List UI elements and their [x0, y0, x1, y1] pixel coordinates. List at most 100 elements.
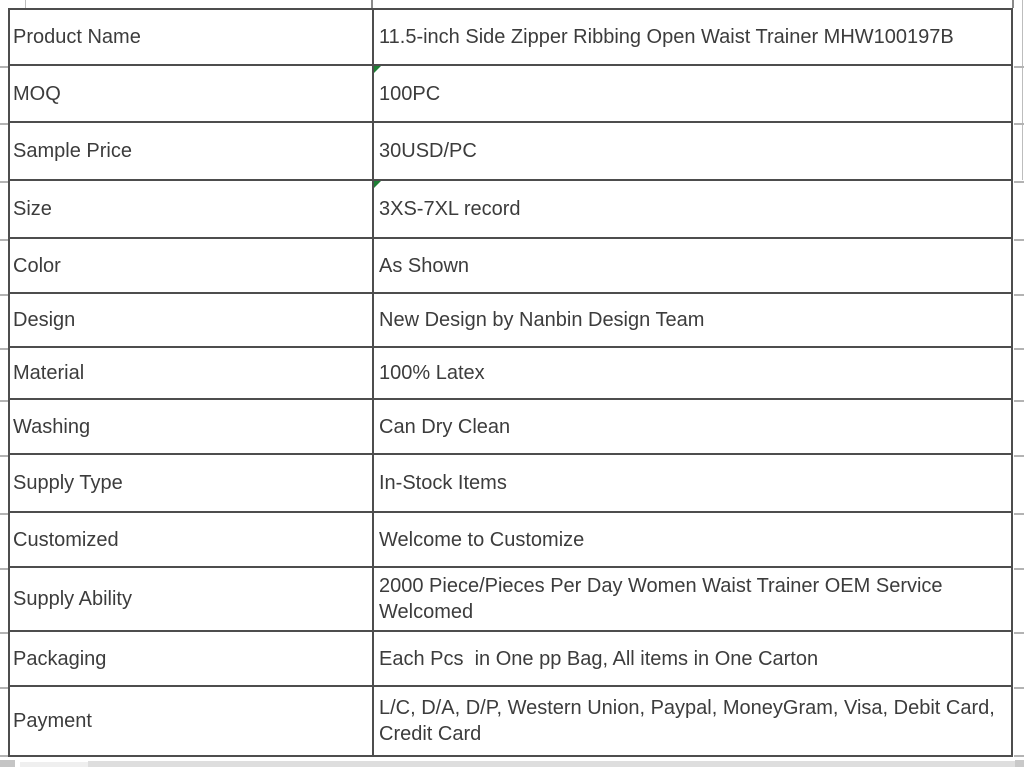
gridline-stub: [1022, 0, 1023, 180]
gridline-stub: [1012, 0, 1014, 8]
spec-value: Each Pcs in One pp Bag, All items in One…: [379, 647, 819, 670]
spec-value: 11.5-inch Side Zipper Ribbing Open Waist…: [379, 26, 954, 48]
bottom-edge-strip: [88, 761, 1024, 767]
spec-label: Size: [13, 198, 52, 220]
error-flag-icon: [374, 181, 381, 188]
gridline-stub: [0, 123, 8, 125]
spec-label-cell[interactable]: Supply Ability: [10, 568, 374, 630]
spec-row: Packaging Each Pcs in One pp Bag, All it…: [10, 632, 1011, 687]
spec-value: 100PC: [379, 82, 441, 105]
spec-value-cell[interactable]: 11.5-inch Side Zipper Ribbing Open Waist…: [374, 10, 1011, 64]
spec-row: Size 3XS-7XL record: [10, 181, 1011, 239]
spec-label: Design: [13, 309, 76, 331]
gridline-stub: [1014, 755, 1024, 757]
spec-rows: Product Name 11.5-inch Side Zipper Ribbi…: [10, 10, 1011, 755]
spec-row: Color As Shown: [10, 239, 1011, 294]
spec-value: Welcome to Customize: [379, 528, 585, 551]
gridline-stub: [371, 0, 373, 8]
gridline-stub: [0, 239, 8, 241]
spec-value-cell[interactable]: Can Dry Clean: [374, 400, 1011, 453]
spec-label-cell[interactable]: Product Name: [10, 10, 374, 64]
spec-label-cell[interactable]: Supply Type: [10, 455, 374, 511]
gridline-stub: [1014, 348, 1024, 350]
spec-label: Supply Ability: [13, 588, 132, 610]
gridline-stub: [0, 687, 8, 689]
spec-row: Customized Welcome to Customize: [10, 513, 1011, 568]
spec-value-cell[interactable]: 100% Latex: [374, 348, 1011, 398]
product-spec-table: Product Name 11.5-inch Side Zipper Ribbi…: [8, 8, 1013, 757]
spec-value: 100% Latex: [379, 362, 485, 384]
gridline-stub: [1014, 632, 1024, 634]
spec-value-cell[interactable]: L/C, D/A, D/P, Western Union, Paypal, Mo…: [374, 687, 1011, 755]
gridline-stub: [0, 66, 8, 68]
gridline-stub: [0, 348, 8, 350]
error-flag-icon: [374, 66, 381, 73]
gridline-stub: [0, 294, 8, 296]
spec-label-cell[interactable]: Material: [10, 348, 374, 398]
spec-label: Color: [13, 254, 61, 277]
gridline-stub: [1014, 400, 1024, 402]
spec-value-cell[interactable]: New Design by Nanbin Design Team: [374, 294, 1011, 346]
spec-value-cell[interactable]: 30USD/PC: [374, 123, 1011, 179]
spec-value-cell[interactable]: 100PC: [374, 66, 1011, 121]
scroll-corner-block: [1015, 760, 1024, 767]
spec-value-cell[interactable]: Welcome to Customize: [374, 513, 1011, 566]
gridline-stub: [0, 455, 8, 457]
spec-row: Design New Design by Nanbin Design Team: [10, 294, 1011, 348]
gridline-stub: [0, 755, 8, 757]
spec-value: L/C, D/A, D/P, Western Union, Paypal, Mo…: [379, 697, 1001, 745]
gridline-stub: [1014, 294, 1024, 296]
spec-value: Can Dry Clean: [379, 415, 511, 438]
spec-value-cell[interactable]: As Shown: [374, 239, 1011, 292]
spec-label: Payment: [13, 710, 92, 732]
spec-row: Product Name 11.5-inch Side Zipper Ribbi…: [10, 10, 1011, 66]
spec-value: New Design by Nanbin Design Team: [379, 309, 705, 331]
gridline-stub: [0, 632, 8, 634]
bottom-edge-strip: [20, 762, 88, 767]
spec-label: Sample Price: [13, 140, 132, 162]
spec-label: Material: [13, 362, 85, 384]
gridline-stub: [1014, 181, 1024, 183]
spec-label-cell[interactable]: Customized: [10, 513, 374, 566]
gridline-stub: [0, 400, 8, 402]
spec-row: Material 100% Latex: [10, 348, 1011, 400]
gridline-stub: [1014, 123, 1024, 125]
gridline-stub: [25, 0, 26, 8]
gridline-stub: [0, 513, 8, 515]
spec-row: Sample Price 30USD/PC: [10, 123, 1011, 181]
gridline-stub: [0, 568, 8, 570]
spec-label: MOQ: [13, 82, 61, 105]
gridline-stub: [1014, 455, 1024, 457]
spec-label-cell[interactable]: Packaging: [10, 632, 374, 685]
spec-row: Supply Ability 2000 Piece/Pieces Per Day…: [10, 568, 1011, 632]
spec-label-cell[interactable]: Washing: [10, 400, 374, 453]
gridline-stub: [1014, 66, 1024, 68]
spec-label-cell[interactable]: Color: [10, 239, 374, 292]
spec-label-cell[interactable]: MOQ: [10, 66, 374, 121]
spec-value: 30USD/PC: [379, 140, 477, 162]
spec-value-cell[interactable]: In-Stock Items: [374, 455, 1011, 511]
spec-value: As Shown: [379, 254, 470, 277]
spec-value-cell[interactable]: 3XS-7XL record: [374, 181, 1011, 237]
spec-label-cell[interactable]: Size: [10, 181, 374, 237]
spec-value-cell[interactable]: 2000 Piece/Pieces Per Day Women Waist Tr…: [374, 568, 1011, 630]
gridline-stub: [1014, 513, 1024, 515]
spec-label: Supply Type: [13, 472, 123, 494]
gridline-stub: [1014, 239, 1024, 241]
gridline-stub: [1014, 568, 1024, 570]
gridline-stub: [1014, 687, 1024, 689]
spec-value-cell[interactable]: Each Pcs in One pp Bag, All items in One…: [374, 632, 1011, 685]
spec-label: Packaging: [13, 647, 107, 670]
spec-label-cell[interactable]: Sample Price: [10, 123, 374, 179]
spec-label: Product Name: [13, 26, 141, 48]
spec-value: 2000 Piece/Pieces Per Day Women Waist Tr…: [379, 575, 949, 623]
spec-row: Washing Can Dry Clean: [10, 400, 1011, 455]
spec-value: 3XS-7XL record: [379, 198, 521, 220]
gridline-stub: [0, 181, 8, 183]
spec-label: Washing: [13, 415, 91, 438]
spec-row: MOQ 100PC: [10, 66, 1011, 123]
spec-label-cell[interactable]: Design: [10, 294, 374, 346]
spec-value: In-Stock Items: [379, 472, 507, 494]
spec-label-cell[interactable]: Payment: [10, 687, 374, 755]
